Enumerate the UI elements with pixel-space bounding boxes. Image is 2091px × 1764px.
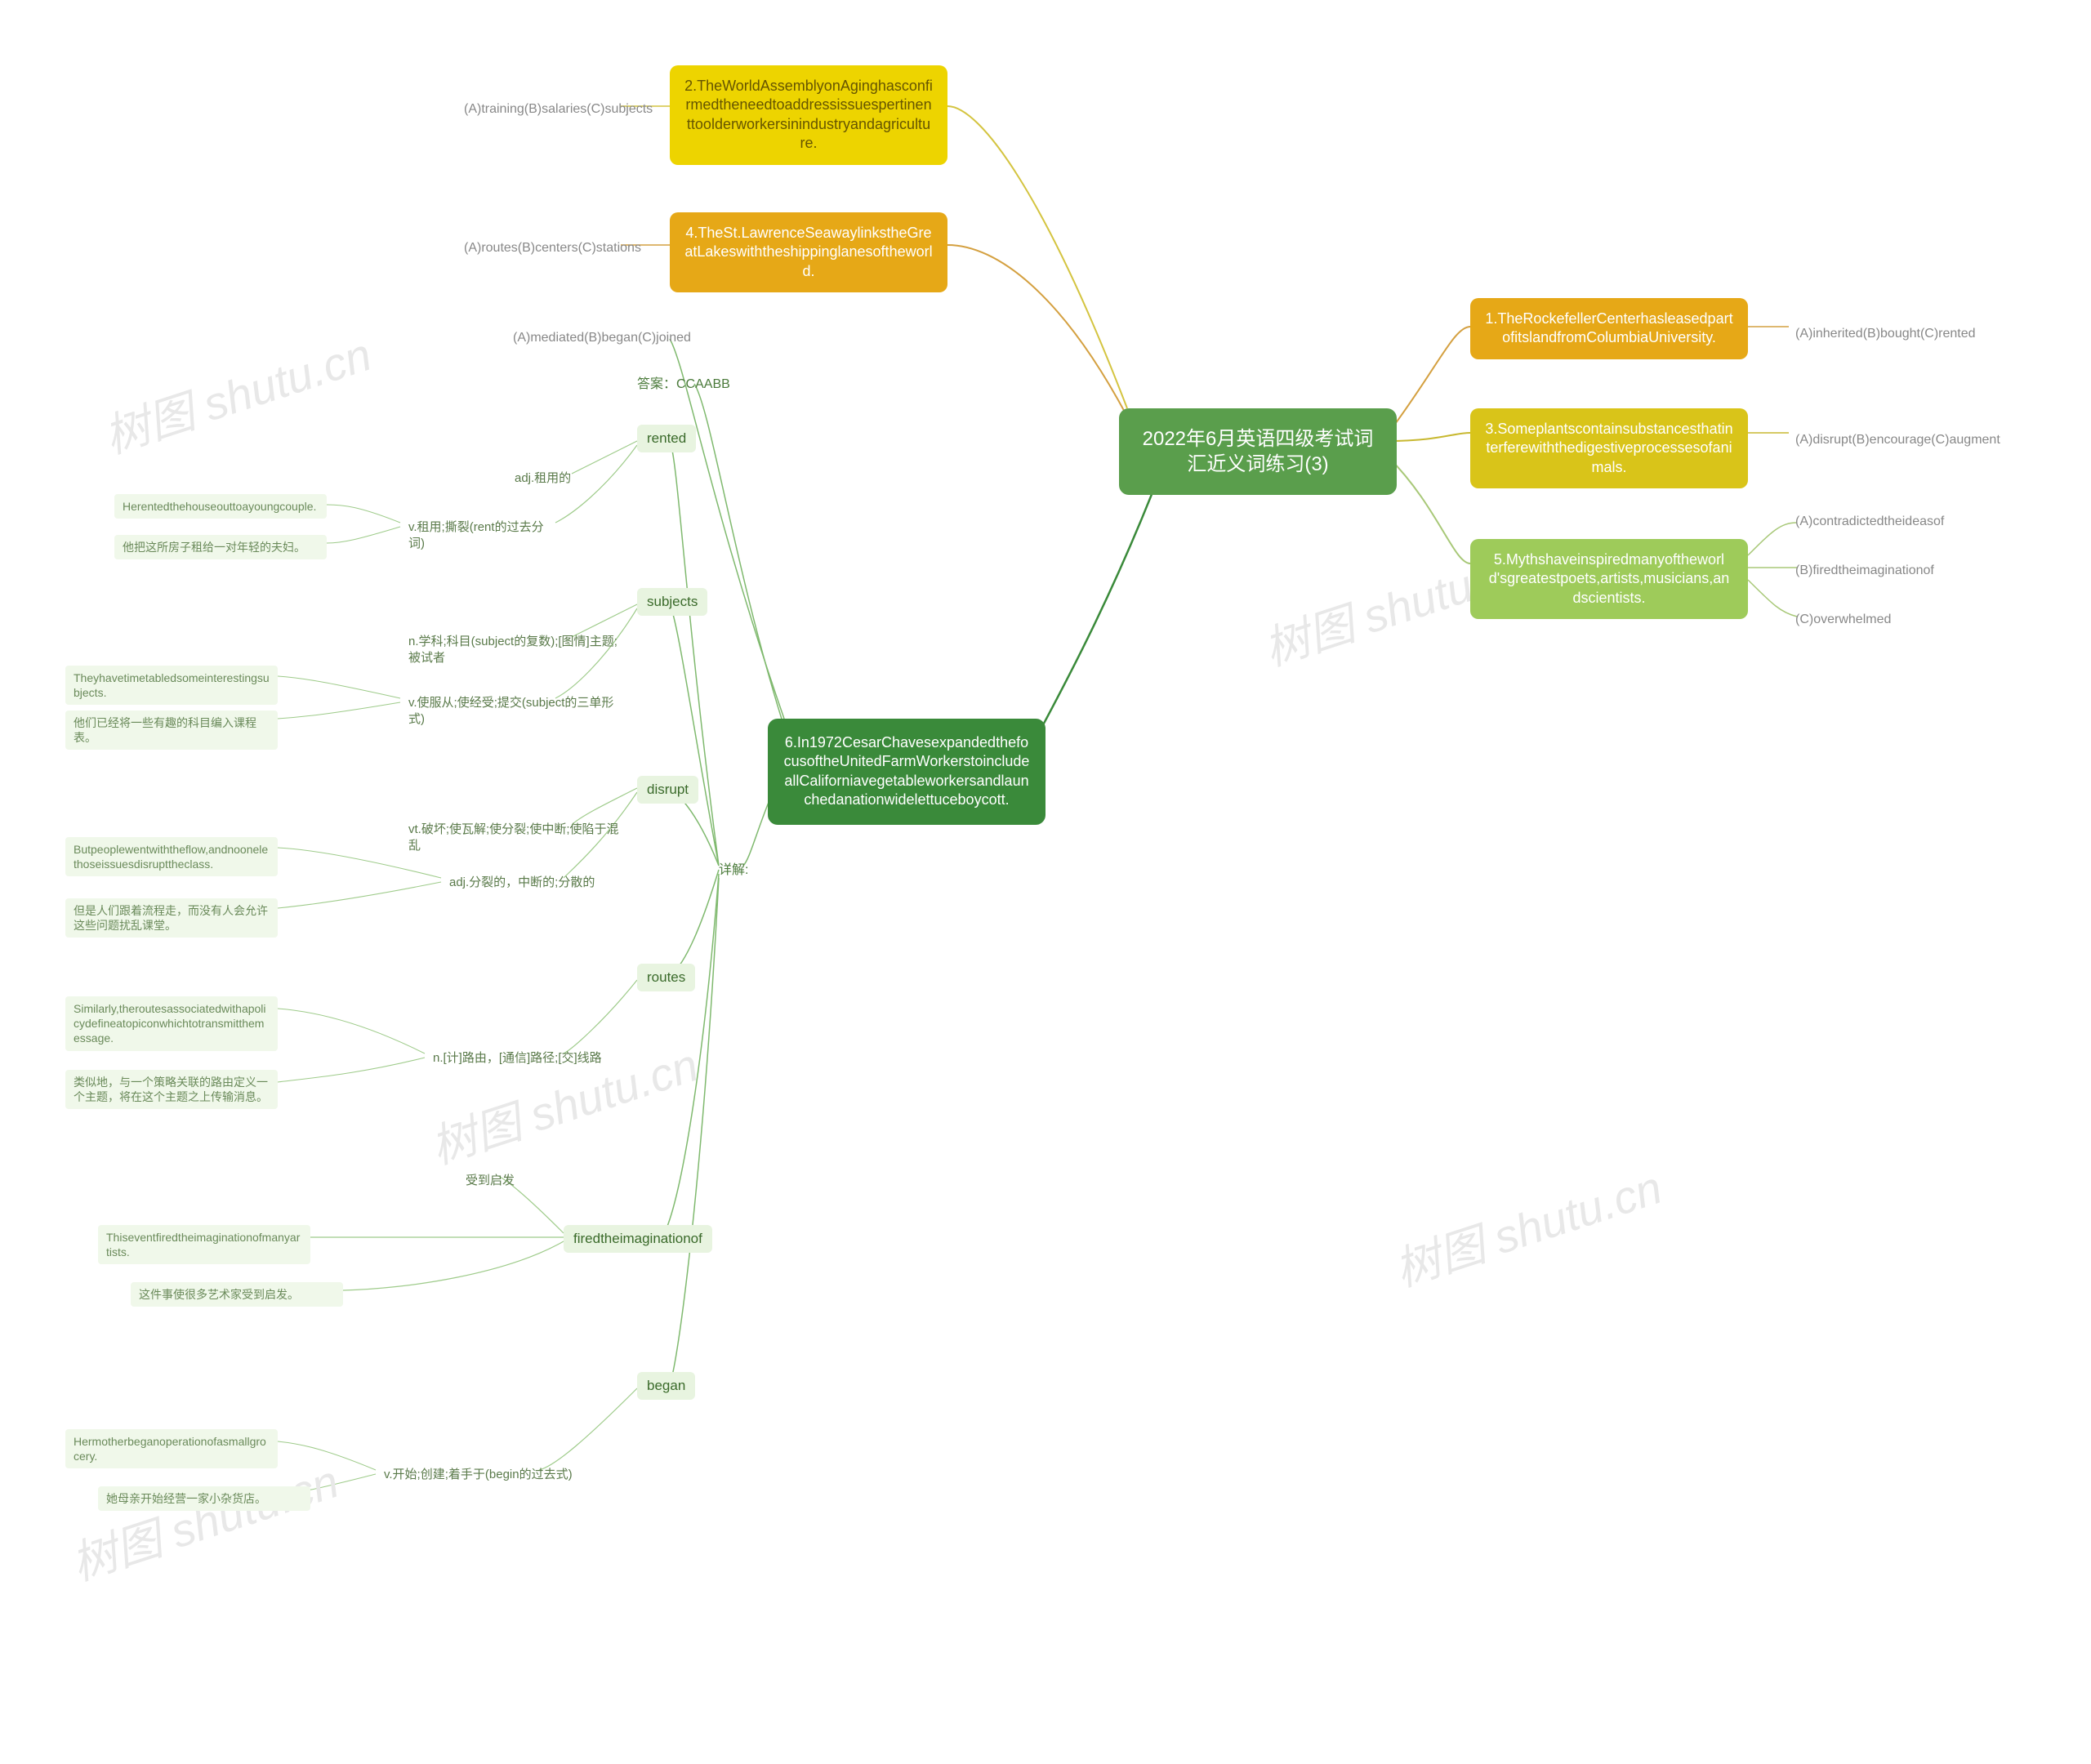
question-1-options: (A)inherited(B)bought(C)rented <box>1789 323 1982 346</box>
term-routes[interactable]: routes <box>637 964 695 991</box>
detail-label: 详解: <box>711 858 756 884</box>
ex-rented-1: Herentedthehouseouttoayoungcouple. <box>114 494 327 519</box>
ex-disrupt-1: Butpeoplewentwiththeflow,andnoonelethose… <box>65 837 278 876</box>
question-3-options: (A)disrupt(B)encourage(C)augment <box>1789 429 2007 452</box>
term-fired[interactable]: firedtheimaginationof <box>564 1225 712 1253</box>
ex-routes-1: Similarly,theroutesassociatedwithapolicy… <box>65 996 278 1051</box>
term-began[interactable]: began <box>637 1372 695 1400</box>
question-5[interactable]: 5.Mythshaveinspiredmanyoftheworld'sgreat… <box>1470 539 1748 619</box>
def-rented-1: adj.租用的 <box>506 466 604 492</box>
question-2-options: (A)training(B)salaries(C)subjects <box>457 98 659 122</box>
question-4-options: (A)routes(B)centers(C)stations <box>457 237 648 261</box>
term-subjects[interactable]: subjects <box>637 588 707 616</box>
ex-routes-2: 类似地，与一个策略关联的路由定义一个主题，将在这个主题之上传输消息。 <box>65 1070 278 1109</box>
answer-node: 答案：CCAABB <box>629 372 738 399</box>
ex-rented-2: 他把这所房子租给一对年轻的夫妇。 <box>114 535 327 559</box>
def-disrupt-2: adj.分裂的，中断的;分散的 <box>441 870 613 896</box>
def-disrupt-1: vt.破坏;使瓦解;使分裂;使中断;使陷于混乱 <box>400 817 637 858</box>
watermark: 树图 shutu.cn <box>1385 1152 1670 1300</box>
question-6[interactable]: 6.In1972CesarChavesexpandedthefocusofthe… <box>768 719 1046 825</box>
def-began-1: v.开始;创建;着手于(begin的过去式) <box>376 1462 588 1488</box>
question-2[interactable]: 2.TheWorldAssemblyonAginghasconfirmedthe… <box>670 65 947 165</box>
def-fired-1: 受到启发 <box>457 1168 539 1194</box>
question-5-option-b: (B)firedtheimaginationof <box>1789 559 1941 583</box>
def-subjects-2: v.使服从;使经受;提交(subject的三单形式) <box>400 690 629 732</box>
ex-disrupt-2: 但是人们跟着流程走，而没有人会允许这些问题扰乱课堂。 <box>65 898 278 938</box>
question-1[interactable]: 1.TheRockefellerCenterhasleasedpartofits… <box>1470 298 1748 359</box>
def-routes-1: n.[计]路由，[通信]路径;[交]线路 <box>425 1045 621 1071</box>
question-5-option-a: (A)contradictedtheideasof <box>1789 510 1951 534</box>
term-rented[interactable]: rented <box>637 425 696 452</box>
watermark: 树图 shutu.cn <box>95 318 379 467</box>
ex-subjects-2: 他们已经将一些有趣的科目编入课程表。 <box>65 710 278 750</box>
mindmap-connectors <box>0 0 2091 1764</box>
ex-began-2: 她母亲开始经营一家小杂货店。 <box>98 1486 310 1511</box>
ex-subjects-1: Theyhavetimetabledsomeinterestingsubject… <box>65 666 278 705</box>
center-node[interactable]: 2022年6月英语四级考试词汇近义词练习(3) <box>1119 408 1397 495</box>
ex-began-1: Hermotherbeganoperationofasmallgrocery. <box>65 1429 278 1468</box>
question-6-options: (A)mediated(B)began(C)joined <box>506 327 698 350</box>
term-disrupt[interactable]: disrupt <box>637 776 698 804</box>
def-subjects-1: n.学科;科目(subject的复数);[图情]主题;被试者 <box>400 629 637 670</box>
ex-fired-1: Thiseventfiredtheimaginationofmanyartist… <box>98 1225 310 1264</box>
def-rented-2: v.租用;撕裂(rent的过去分词) <box>400 514 564 556</box>
ex-fired-2: 这件事使很多艺术家受到启发。 <box>131 1282 343 1307</box>
question-3[interactable]: 3.Someplantscontainsubstancesthatinterfe… <box>1470 408 1748 488</box>
question-4[interactable]: 4.TheSt.LawrenceSeawaylinkstheGreatLakes… <box>670 212 947 292</box>
question-5-option-c: (C)overwhelmed <box>1789 608 1897 632</box>
